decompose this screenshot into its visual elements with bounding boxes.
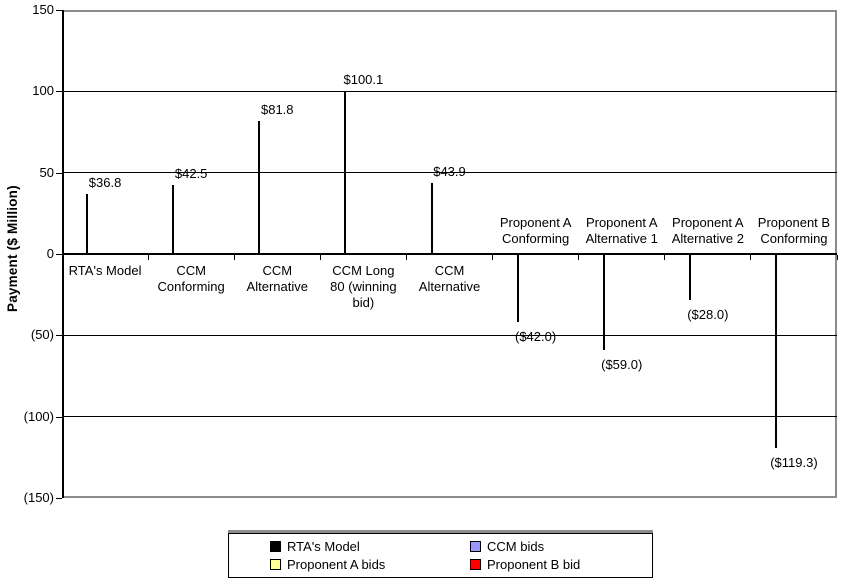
bar-value-label: ($28.0) [687,306,729,322]
bar-9 [774,254,777,449]
category-label: Proponent A Alternative 2 [671,215,744,246]
y-tick-label: 50 [39,164,54,180]
x-tick-mark [836,255,838,260]
y-tick-mark [56,416,62,418]
x-tick-mark [405,255,407,260]
bar-value-label: $43.9 [433,163,466,179]
y-tick-label: 150 [32,2,54,17]
legend-label: RTA's Model [287,538,360,554]
x-tick-mark [319,255,321,260]
gridline [62,172,837,174]
bar-value-label: ($42.0) [515,329,557,345]
x-tick-mark [61,255,63,260]
x-tick-mark [750,255,752,260]
bar-value-label: ($59.0) [601,356,643,372]
legend-item: RTA's Model [270,539,470,555]
bar-5 [430,182,433,254]
bar-2 [172,184,175,254]
plot-border-top [62,10,837,12]
category-label: RTA's Model [68,263,142,278]
bar-4 [344,91,347,254]
y-tick-label: (100) [23,408,54,424]
bar-value-label: $42.5 [174,165,208,181]
bar-1 [86,194,89,254]
y-tick-label: (50) [30,327,54,343]
bar-7 [602,254,605,350]
y-tick-mark [56,91,62,93]
y-tick-label: 0 [46,246,54,261]
y-tick-mark [56,335,62,337]
category-label: CCM Alternative [246,263,308,294]
bar-6 [516,254,519,323]
x-axis-line [62,253,837,255]
legend: RTA's Model CCM bids Proponent A bids Propo… [228,533,653,578]
legend-item: CCM bids [470,539,652,555]
category-label: CCM Alternative [418,263,481,294]
gridline [62,334,837,336]
legend-label: Proponent B bid [487,556,581,572]
y-tick-mark [56,254,62,255]
category-label: CCM Conforming [157,263,225,294]
bar-3 [258,120,261,254]
category-label: Proponent B Conforming [757,215,831,246]
legend-swatch-icon [270,559,281,570]
x-tick-mark [492,255,494,260]
x-tick-mark [147,255,149,260]
x-tick-mark [578,255,580,260]
y-tick-label: 100 [32,83,54,99]
bar-8 [688,254,691,300]
gridline [62,90,837,92]
y-tick-mark [56,498,62,499]
category-label: Proponent A Conforming [499,215,572,246]
legend-item: Proponent A bids [270,557,470,573]
y-tick-mark [56,10,62,11]
legend-label: Proponent A bids [287,556,386,572]
legend-swatch-icon [470,559,481,570]
plot-border-bottom [62,496,837,498]
legend-swatch-icon [470,541,481,552]
legend-item: Proponent B bid [470,557,652,573]
category-label: CCM Long 80 (winning bid) [330,263,397,310]
y-tick-label: (150) [23,490,54,505]
y-tick-mark [56,172,62,174]
x-tick-mark [233,255,235,260]
bar-value-label: $81.8 [260,101,294,117]
plot-area: $36.8 RTA's Model $42.5 CCM Conforming $81.8… [61,10,838,498]
bar-value-label: $36.8 [88,175,122,191]
legend-label: CCM bids [487,538,545,554]
x-tick-mark [664,255,666,260]
bar-value-label: $100.1 [343,72,384,88]
legend-swatch-icon [270,541,281,552]
gridline [62,416,837,418]
category-label: Proponent A Alternative 1 [585,215,658,246]
bar-value-label: ($119.3) [770,455,818,471]
